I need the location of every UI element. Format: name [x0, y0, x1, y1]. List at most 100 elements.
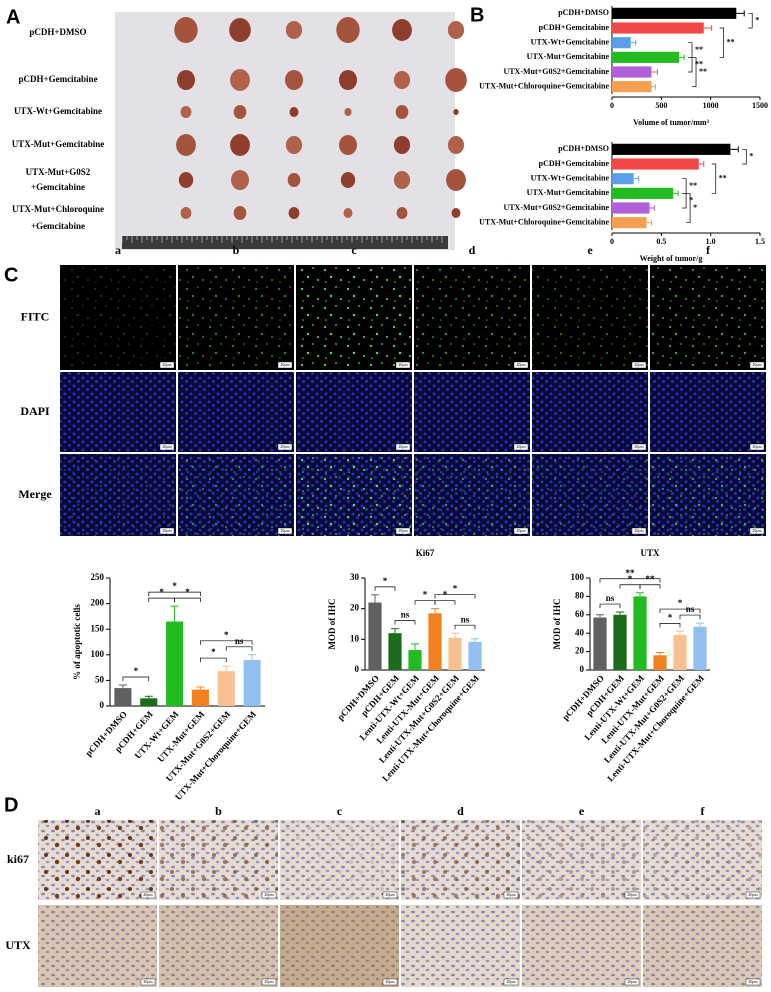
significance: * — [224, 630, 229, 640]
category-label: pCDH+DMSO — [558, 144, 609, 153]
scale-box — [277, 361, 293, 369]
micrograph: 20μm — [60, 372, 176, 452]
tumor — [451, 208, 461, 218]
bar — [166, 621, 184, 706]
category-label: UTX-Mut+G0S2+Gemcitabine — [503, 67, 609, 76]
error-bar — [630, 39, 637, 46]
chart-title: Ki67 — [416, 548, 435, 558]
error-bar — [391, 628, 399, 634]
micrograph: 20μm — [414, 265, 530, 370]
error-bar — [636, 592, 644, 597]
error-bar — [703, 25, 713, 31]
image-signal — [178, 265, 294, 370]
scale-box — [631, 361, 647, 369]
tumor — [339, 135, 357, 155]
error-bar — [646, 219, 652, 226]
scale-box — [631, 443, 647, 451]
error-bar — [596, 614, 604, 618]
micrograph: 20μm — [643, 905, 762, 987]
error-bar — [431, 608, 439, 614]
group-label: UTX-Mut+Gemcitabine — [12, 139, 105, 149]
scale-bar-label: 20μm — [627, 892, 637, 897]
scale-box — [745, 891, 761, 899]
image-bg — [60, 372, 176, 452]
error-bar — [170, 605, 179, 622]
micrograph: 20μm — [532, 454, 648, 536]
bar — [693, 626, 707, 670]
image-signal — [60, 454, 176, 536]
group-label: pCDH+DMSO — [29, 27, 86, 37]
error-bar — [371, 594, 379, 603]
image-bg — [650, 372, 766, 452]
significance: * — [668, 612, 673, 622]
error-bar — [471, 638, 479, 642]
scale-bar-label: 20μm — [506, 979, 516, 984]
bracket — [434, 600, 456, 605]
micrograph: 20μm — [401, 905, 520, 987]
scale-box — [261, 891, 277, 899]
scale-box — [503, 978, 519, 986]
x-tick-label: 500 — [655, 101, 667, 110]
bracket — [200, 657, 227, 663]
bracket — [200, 640, 253, 645]
tumor — [180, 207, 192, 219]
bar — [368, 602, 382, 670]
y-tick-label: 20 — [575, 646, 585, 656]
tumor — [231, 170, 249, 190]
scale-box — [395, 527, 411, 535]
significance: ns — [606, 593, 615, 603]
tumor — [393, 171, 411, 189]
image-signal — [650, 454, 766, 536]
bar — [140, 698, 158, 706]
micrograph: 20μm — [280, 905, 399, 987]
tumor — [396, 207, 408, 219]
group-label: +Gemcitabine — [31, 182, 85, 192]
micrograph: 20μm — [38, 820, 157, 900]
y-tick-label: 200 — [91, 598, 105, 608]
bracket — [122, 676, 150, 682]
tumor — [446, 169, 466, 191]
error-bar — [144, 695, 153, 699]
bar — [612, 81, 652, 93]
bracket — [174, 597, 201, 603]
bar — [612, 143, 731, 155]
bracket — [659, 623, 681, 628]
tumor — [178, 172, 194, 188]
bracket — [682, 192, 687, 209]
micrograph: 20μm — [650, 265, 766, 370]
tumor — [447, 136, 465, 154]
y-tick-label: 40 — [575, 627, 585, 637]
bar — [612, 202, 650, 214]
bar — [673, 635, 687, 670]
error-bar — [616, 611, 624, 615]
tumor — [447, 21, 465, 39]
tumor — [392, 19, 412, 41]
error-bar — [696, 622, 704, 627]
bracket — [711, 163, 717, 194]
x-tick-label: 1.0 — [706, 237, 716, 246]
scale-bar-label: 20μm — [627, 979, 637, 984]
image-signal — [38, 905, 157, 987]
micrograph: 20μm — [414, 454, 530, 536]
scale-bar-label: 20μm — [748, 979, 758, 984]
image-bg — [178, 372, 294, 452]
scale-bar-label: 20μm — [634, 362, 644, 367]
tumor — [289, 107, 299, 117]
image-signal — [414, 454, 530, 536]
tumor — [395, 105, 409, 119]
scale-bar-label: 20μm — [506, 892, 516, 897]
bracket — [454, 624, 476, 630]
y-tick-label: 50 — [95, 674, 105, 684]
micrograph: 20μm — [60, 454, 176, 536]
bracket — [599, 578, 661, 583]
y-axis-label: MOD of IHC — [327, 599, 337, 650]
tumor — [339, 70, 357, 90]
y-tick-label: 250 — [91, 572, 105, 582]
scale-bar-label: 20μm — [516, 362, 526, 367]
scale-box — [382, 891, 398, 899]
error-bar — [196, 686, 205, 690]
significance: * — [755, 15, 759, 24]
bracket — [679, 614, 701, 620]
bracket — [148, 597, 175, 603]
